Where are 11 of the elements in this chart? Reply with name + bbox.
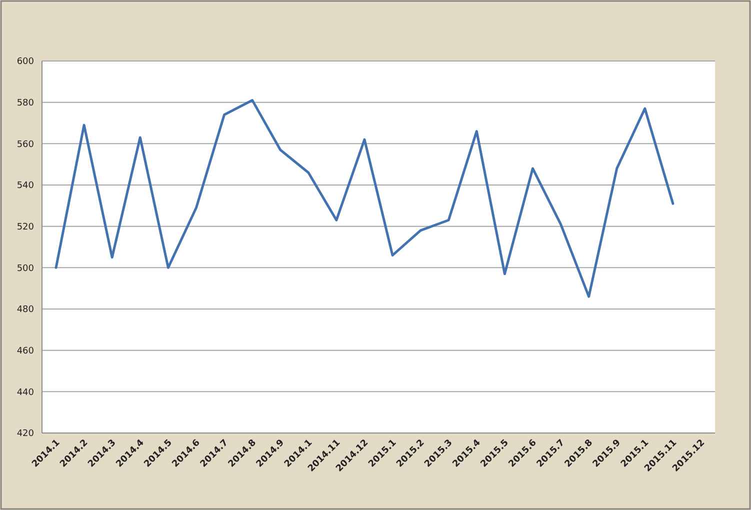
y-tick-label: 420 <box>16 429 34 440</box>
y-tick-label: 480 <box>16 305 34 316</box>
y-tick-label: 600 <box>16 57 34 68</box>
y-tick-label: 520 <box>16 222 34 232</box>
y-tick-label: 540 <box>16 181 34 192</box>
y-tick-label: 500 <box>16 264 34 274</box>
y-tick-label: 560 <box>16 140 34 150</box>
y-tick-label: 580 <box>16 98 34 108</box>
y-tick-label: 440 <box>16 388 34 398</box>
y-tick-label: 460 <box>16 346 34 356</box>
line-series <box>54 99 674 298</box>
